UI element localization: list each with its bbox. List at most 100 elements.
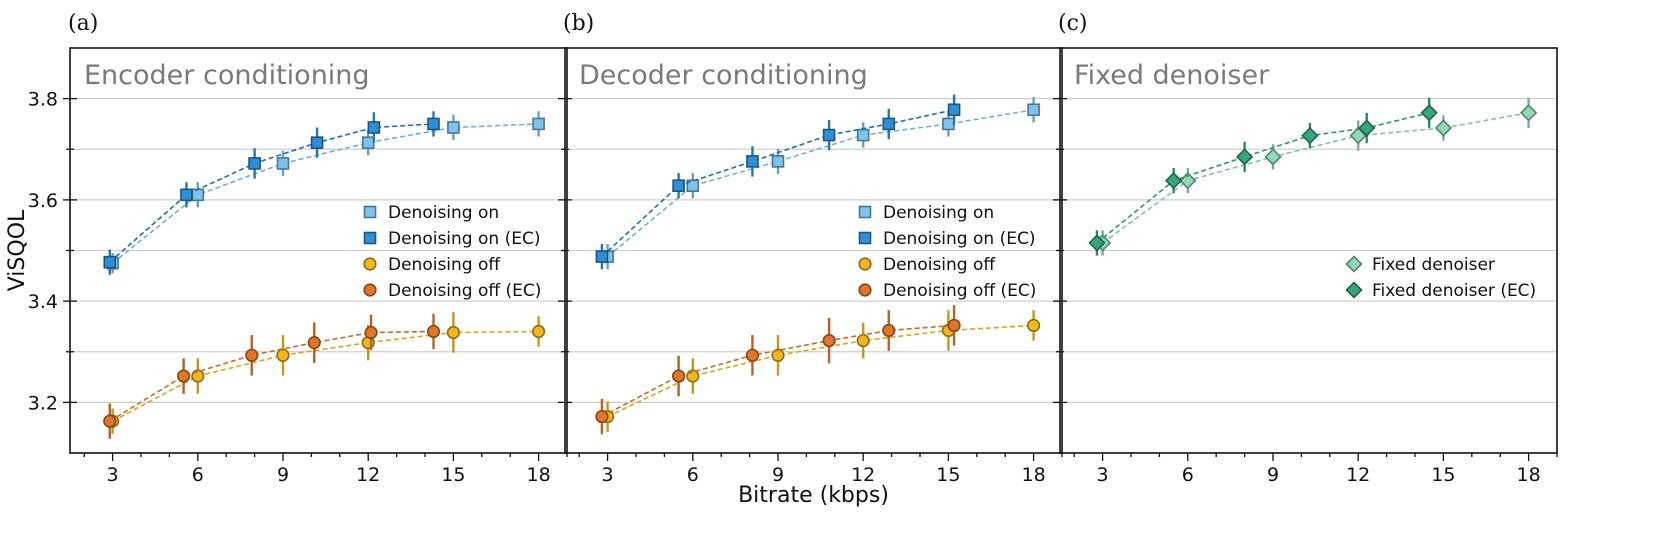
x-tick-label: 6 <box>687 464 699 486</box>
legend-marker <box>858 257 872 271</box>
data-point <box>1264 148 1282 166</box>
legend-label: Denoising on (EC) <box>388 229 540 249</box>
legend-marker <box>858 231 872 245</box>
x-axis-label: Bitrate (kbps) <box>738 483 889 508</box>
data-point <box>1088 234 1106 252</box>
x-tick-label: 6 <box>192 464 204 486</box>
gridlines <box>565 98 1062 403</box>
x-tick-label: 12 <box>1346 464 1370 486</box>
panel-title: Fixed denoiser <box>1074 60 1270 91</box>
panel-title: Decoder conditioning <box>579 60 868 91</box>
data-point <box>595 409 609 424</box>
x-tick-label: 15 <box>441 464 465 486</box>
x-tick-label: 18 <box>1517 464 1541 486</box>
panel-fixed-denoiser: (c) Fixed denoiser 3 6 9 12 15 18 Fixed denoiser… <box>1053 11 1558 486</box>
legend-label: Denoising on (EC) <box>883 229 1035 249</box>
legend-marker <box>1345 281 1363 299</box>
x-tick-label: 15 <box>936 464 960 486</box>
legend-marker <box>1345 255 1363 273</box>
legend-item-denoising-off: Denoising off <box>858 255 996 275</box>
data-point <box>1358 119 1376 137</box>
x-tick-label: 3 <box>602 464 614 486</box>
series-line <box>112 123 539 264</box>
data-point <box>942 117 955 131</box>
data-point <box>771 155 785 168</box>
x-tick-label: 9 <box>772 464 784 486</box>
panel-letter: (b) <box>563 11 594 36</box>
data-point <box>672 179 685 192</box>
data-point <box>1434 119 1453 137</box>
data-point <box>531 324 546 339</box>
legend-item-denoising-on-ec: Denoising on (EC) <box>363 229 540 249</box>
data-point <box>276 348 290 362</box>
x-axis: 3 6 9 12 15 18 <box>1073 453 1558 486</box>
x-tick-label: 9 <box>277 464 289 486</box>
legend-marker <box>363 283 377 297</box>
data-point <box>822 334 836 348</box>
series-line <box>109 123 434 263</box>
data-point <box>180 188 193 202</box>
data-point <box>191 188 205 202</box>
legend-item-denoising-off-ec: Denoising off (EC) <box>363 281 541 301</box>
legend-item-denoising-on: Denoising on <box>363 203 499 223</box>
legend-label: Denoising off (EC) <box>388 281 541 301</box>
series-denoising-on <box>106 111 545 274</box>
x-tick-label: 9 <box>1267 464 1279 486</box>
series-line <box>1102 112 1529 244</box>
x-tick-label: 6 <box>1182 464 1194 486</box>
legend-label: Denoising on <box>883 203 994 223</box>
data-point <box>276 157 290 170</box>
legend-marker <box>363 205 377 219</box>
gridlines <box>1060 98 1557 403</box>
data-point <box>686 369 700 383</box>
y-tick-label: 3.6 <box>28 190 58 212</box>
legend-marker <box>858 283 872 297</box>
legend-label: Denoising on <box>388 203 499 223</box>
panel-letter: (c) <box>1058 11 1088 36</box>
legend-marker <box>858 205 872 219</box>
data-point <box>856 128 870 142</box>
data-point <box>103 414 117 428</box>
data-point <box>771 348 785 362</box>
data-point <box>1519 104 1538 122</box>
legend-label: Denoising off <box>388 255 501 275</box>
panel-letter: (a) <box>68 11 98 36</box>
legend-marker <box>363 257 377 271</box>
data-point <box>446 325 461 340</box>
legend-item-denoising-on-ec: Denoising on (EC) <box>858 229 1035 249</box>
y-axis: 3.2 3.4 3.6 3.8 <box>28 89 77 414</box>
x-tick-label: 3 <box>107 464 119 486</box>
data-point <box>427 117 440 131</box>
series-line <box>607 324 1034 418</box>
legend-item-denoising-off-ec: Denoising off (EC) <box>858 281 1036 301</box>
series-line <box>112 330 539 422</box>
x-tick-label: 3 <box>1097 464 1109 486</box>
series-denoising-off-ec <box>103 313 441 439</box>
data-point <box>532 117 545 131</box>
data-point <box>947 318 961 333</box>
data-point <box>671 369 686 383</box>
legend: Fixed denoiser Fixed denoiser (EC) <box>1345 255 1536 301</box>
series-denoising-off <box>600 310 1041 432</box>
series-denoising-on-ec <box>595 94 961 270</box>
data-point <box>1235 148 1254 166</box>
x-tick-label: 15 <box>1431 464 1455 486</box>
data-point <box>882 323 896 338</box>
x-tick-label: 18 <box>527 464 551 486</box>
y-tick-label: 3.4 <box>28 291 58 313</box>
data-point <box>1027 103 1040 117</box>
data-point <box>191 369 205 383</box>
data-point <box>1164 172 1183 190</box>
x-axis: 3 6 9 12 15 18 <box>578 453 1063 486</box>
data-point <box>426 324 441 339</box>
data-point <box>882 117 896 131</box>
legend-marker <box>363 231 377 245</box>
data-point <box>1026 318 1041 333</box>
series-fixed-denoiser-ec <box>1088 97 1438 256</box>
data-point <box>822 128 836 142</box>
y-axis <box>1053 97 1067 404</box>
x-tick-label: 18 <box>1022 464 1046 486</box>
